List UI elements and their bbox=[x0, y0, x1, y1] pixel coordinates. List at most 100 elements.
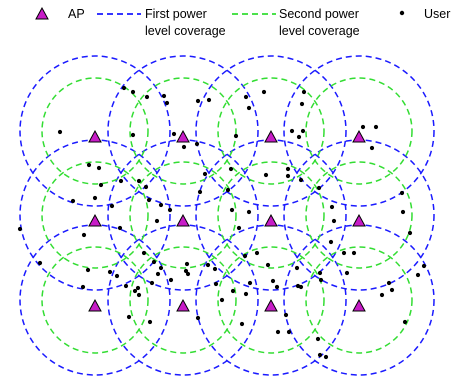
user-point bbox=[109, 203, 115, 209]
user-point bbox=[399, 190, 405, 196]
user-point bbox=[239, 321, 245, 327]
ap-marker bbox=[264, 213, 278, 227]
user-point bbox=[85, 267, 91, 273]
legend: AP First power level coverage Second pow… bbox=[35, 6, 450, 38]
user-point bbox=[317, 352, 323, 358]
user-point bbox=[389, 287, 395, 293]
user-point bbox=[261, 89, 267, 95]
user-point bbox=[298, 177, 304, 183]
user-point bbox=[243, 94, 249, 100]
user-point bbox=[344, 270, 350, 276]
user-point bbox=[136, 178, 142, 184]
ap-marker bbox=[264, 129, 278, 143]
user-point bbox=[202, 171, 208, 177]
user-point bbox=[243, 291, 249, 297]
access-points bbox=[88, 129, 366, 312]
ap-marker bbox=[176, 298, 190, 312]
user-point bbox=[206, 97, 212, 103]
user-point bbox=[126, 314, 132, 320]
ap-marker bbox=[352, 298, 366, 312]
user-point bbox=[379, 292, 385, 298]
user-point bbox=[184, 261, 190, 267]
user-point bbox=[247, 280, 253, 286]
user-point bbox=[37, 260, 43, 266]
user-point bbox=[299, 101, 305, 107]
second-power-ring bbox=[41, 246, 149, 354]
user-point bbox=[141, 250, 147, 256]
legend-second-label-line1: Second power bbox=[279, 7, 359, 21]
user-point bbox=[421, 263, 427, 269]
user-point bbox=[213, 281, 219, 287]
legend-first-label-line2: level coverage bbox=[145, 24, 226, 38]
user-point bbox=[331, 218, 337, 224]
legend-ap-label: AP bbox=[68, 7, 85, 21]
user-point bbox=[144, 94, 150, 100]
legend-user-label: User bbox=[424, 7, 450, 21]
user-point bbox=[230, 288, 236, 294]
user-point bbox=[197, 189, 203, 195]
user-point bbox=[114, 273, 120, 279]
user-point bbox=[17, 226, 23, 232]
first-power-rings bbox=[19, 55, 435, 376]
ap-marker bbox=[88, 129, 102, 143]
user-point bbox=[130, 89, 136, 95]
user-point bbox=[294, 265, 300, 271]
user-point bbox=[286, 329, 292, 335]
user-point bbox=[386, 280, 392, 286]
user-point bbox=[98, 182, 104, 188]
first-power-ring bbox=[283, 55, 435, 207]
user-point bbox=[341, 250, 347, 256]
second-power-rings bbox=[41, 77, 413, 354]
second-power-ring bbox=[305, 77, 413, 185]
ap-marker bbox=[264, 298, 278, 312]
ap-marker bbox=[88, 213, 102, 227]
user-point bbox=[132, 288, 138, 294]
user-point bbox=[130, 132, 136, 138]
user-point bbox=[167, 207, 173, 213]
user-point bbox=[121, 85, 127, 91]
user-point bbox=[212, 266, 218, 272]
user-point bbox=[246, 209, 252, 215]
user-point bbox=[233, 133, 239, 139]
user-point bbox=[107, 269, 113, 275]
user-point bbox=[275, 329, 281, 335]
user-point bbox=[317, 270, 323, 276]
user-point bbox=[369, 145, 375, 151]
user-point bbox=[242, 253, 248, 259]
user-point bbox=[407, 230, 413, 236]
second-power-ring bbox=[217, 246, 325, 354]
user-point bbox=[147, 319, 153, 325]
second-power-ring bbox=[41, 77, 149, 185]
second-power-ring bbox=[217, 77, 325, 185]
user-point bbox=[329, 204, 335, 210]
user-point bbox=[171, 131, 177, 137]
user-point bbox=[135, 285, 141, 291]
second-power-ring bbox=[41, 161, 149, 269]
user-point bbox=[164, 100, 170, 106]
user-point bbox=[285, 173, 291, 179]
user-point bbox=[155, 271, 161, 277]
user-point bbox=[300, 128, 306, 134]
user-point bbox=[158, 202, 164, 208]
first-power-ring bbox=[107, 55, 259, 207]
user-point bbox=[194, 141, 200, 147]
second-power-ring bbox=[217, 161, 325, 269]
user-point bbox=[225, 187, 231, 193]
first-power-ring bbox=[19, 55, 171, 207]
user-point bbox=[149, 280, 155, 286]
legend-first-label-line1: First power bbox=[145, 7, 207, 21]
user-point bbox=[373, 124, 379, 130]
user-point bbox=[92, 195, 98, 201]
user-point bbox=[295, 283, 301, 289]
user-point bbox=[81, 232, 87, 238]
user-point bbox=[151, 259, 157, 265]
user-point bbox=[400, 209, 406, 215]
ap-marker bbox=[88, 298, 102, 312]
first-power-ring bbox=[195, 55, 347, 207]
user-point bbox=[195, 315, 201, 321]
user-point bbox=[246, 105, 252, 111]
user-point bbox=[263, 172, 269, 178]
user-point bbox=[265, 262, 271, 268]
user-point bbox=[229, 207, 235, 213]
user-point bbox=[57, 129, 63, 135]
